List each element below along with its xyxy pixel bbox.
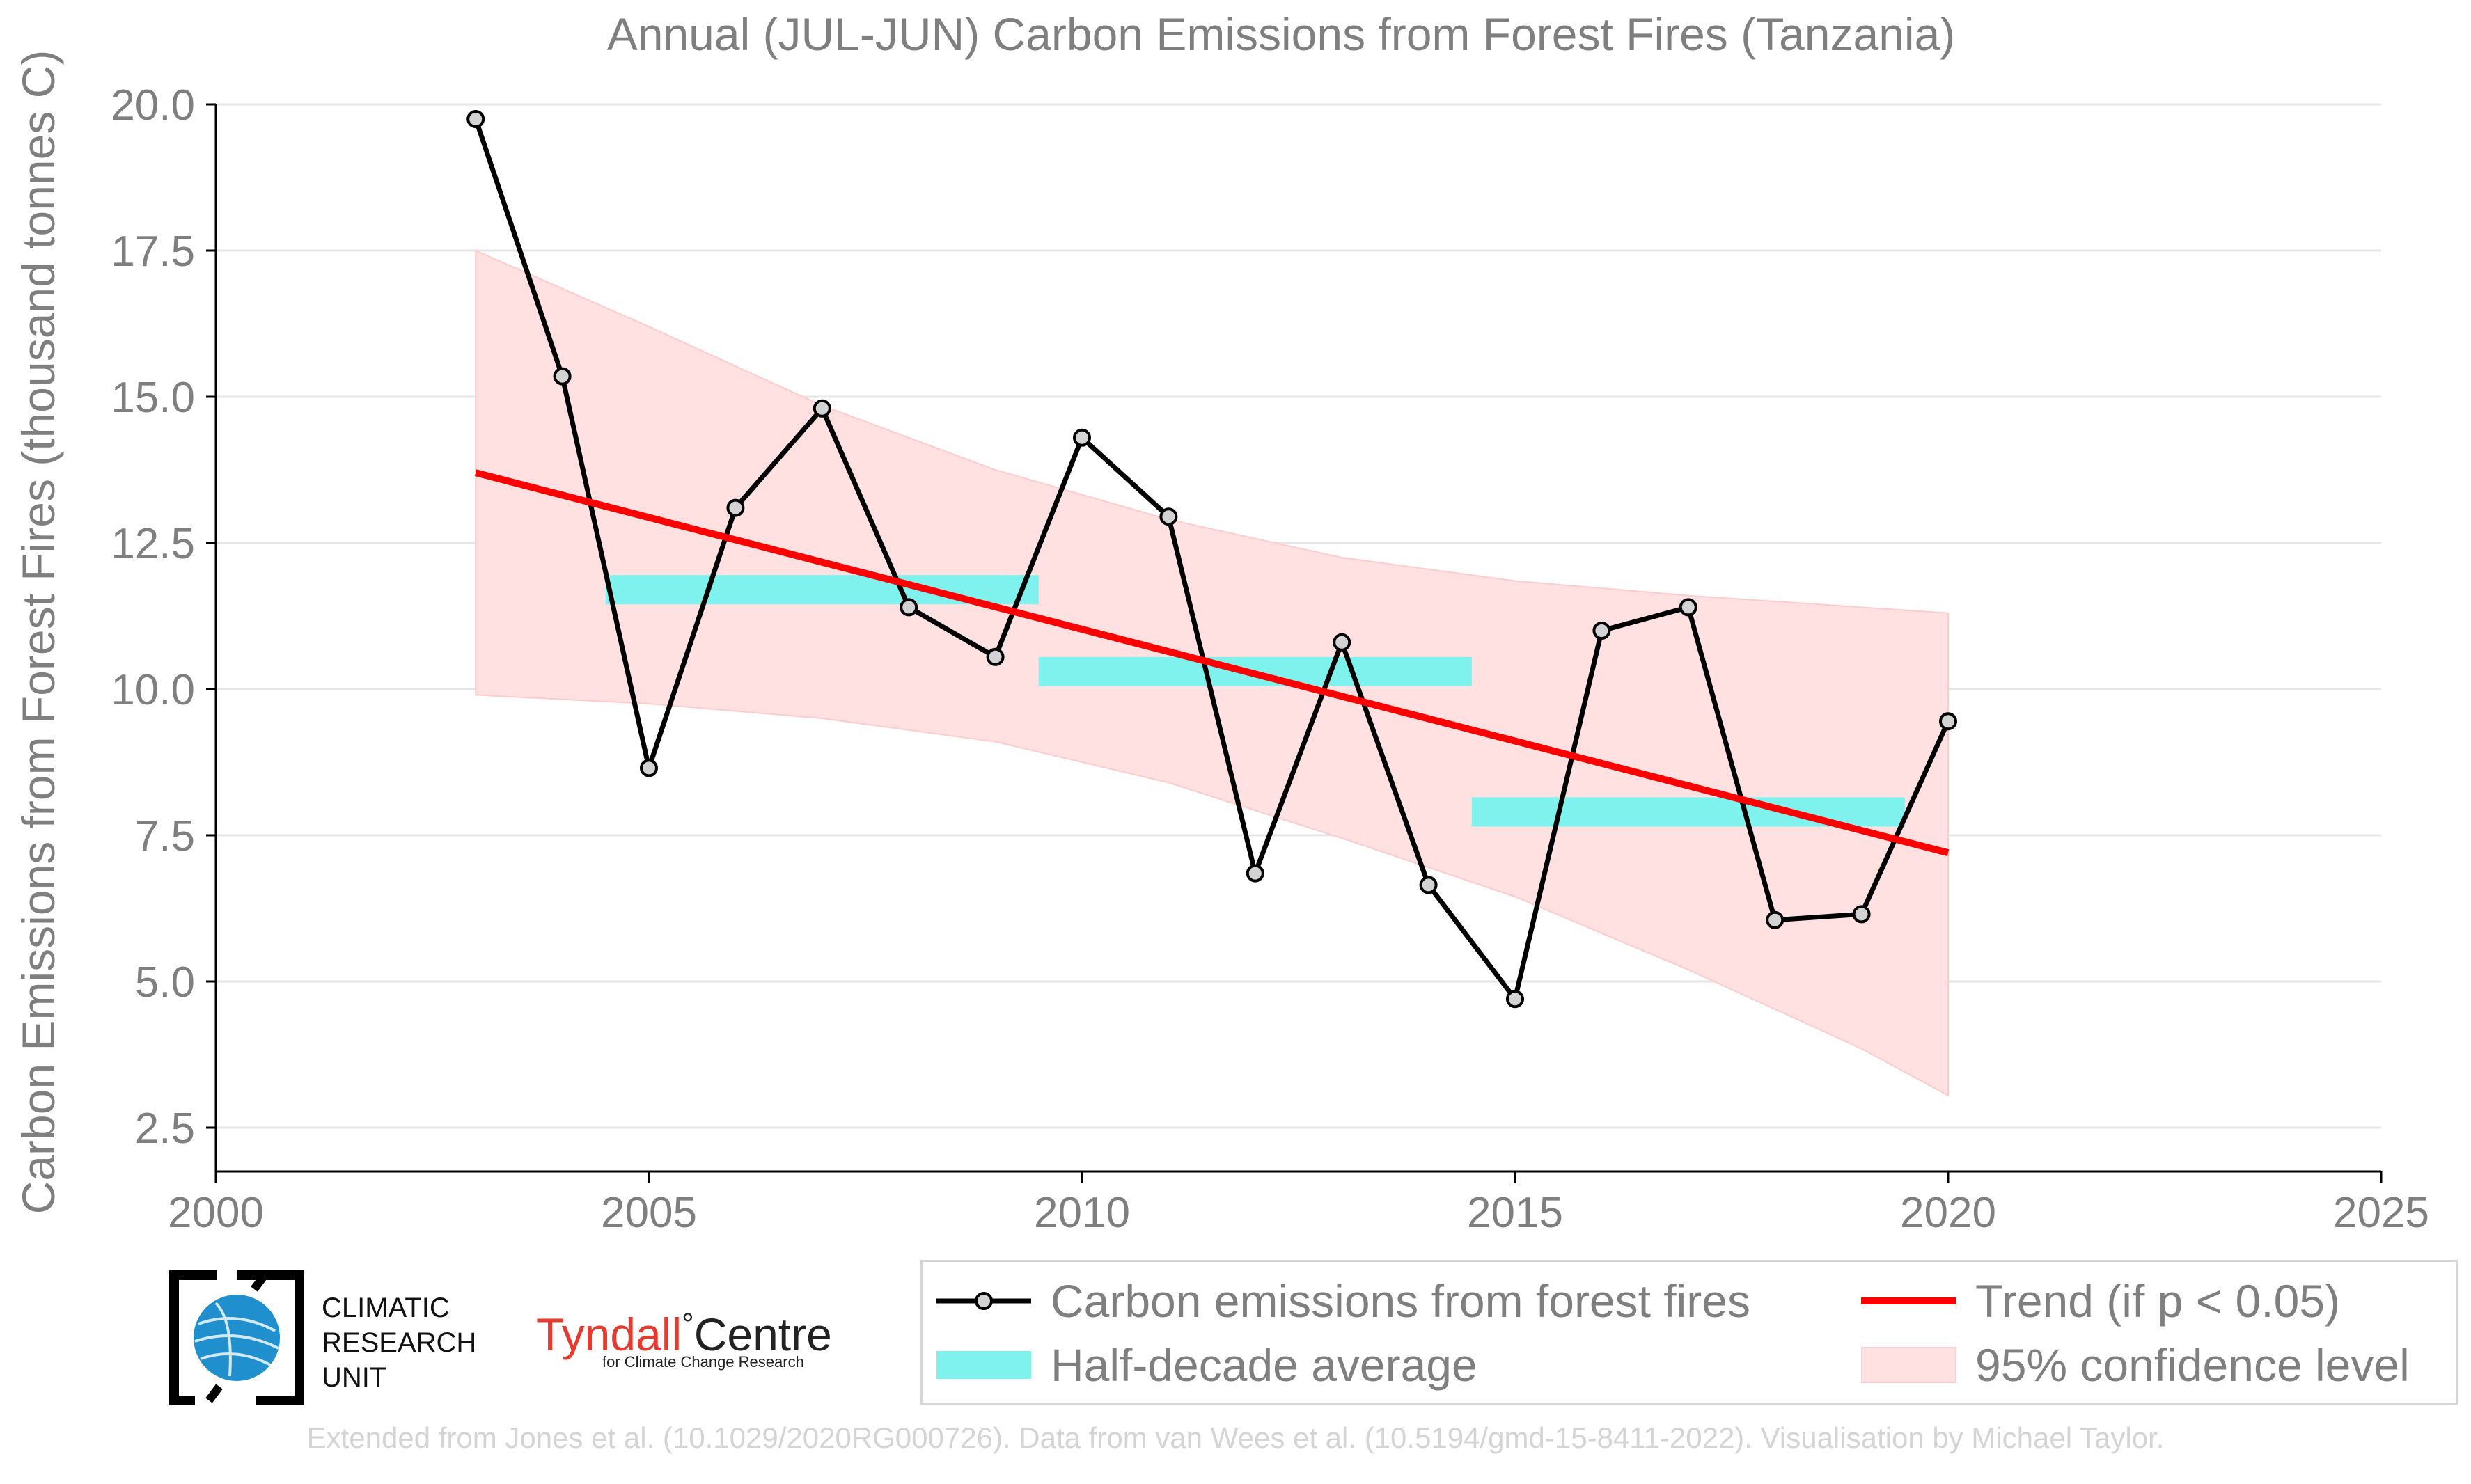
data-point: [1506, 990, 1524, 1009]
x-tick-label: 2020: [1900, 1189, 1996, 1237]
data-point: [1679, 598, 1697, 617]
legend-swatch-confidence: [1860, 1337, 1956, 1393]
y-axis-label: Carbon Emissions from Forest Fires (thou…: [13, 50, 64, 1215]
cru-globe-icon: [169, 1270, 304, 1405]
x-tick-label: 2015: [1467, 1189, 1563, 1237]
cru-line-3: UNIT: [322, 1362, 387, 1393]
data-point: [1592, 622, 1611, 640]
legend-label-trend: Trend (if p < 0.05): [1975, 1275, 2340, 1327]
series-layer: [473, 118, 1951, 1002]
axes: 2.5 5.0 7.5 10.0 12.5 15.0 17.5 20.0 2000 2005 201…: [111, 81, 2429, 1237]
data-point: [1766, 910, 1784, 929]
data-point: [1419, 876, 1438, 894]
legend-item-confidence: 95% confidence level: [1860, 1337, 2410, 1393]
y-tick-label: 15.0: [111, 374, 195, 422]
data-point: [1333, 633, 1351, 652]
footer-credit: Extended from Jones et al. (10.1029/2020…: [306, 1421, 2165, 1454]
y-tick-label: 2.5: [135, 1105, 195, 1153]
legend-label-half-decade: Half-decade average: [1051, 1339, 1477, 1391]
data-point: [726, 498, 745, 517]
data-point: [553, 367, 572, 386]
cru-text: CLIMATIC RESEARCH UNIT: [322, 1290, 476, 1395]
legend-swatch-series: [936, 1273, 1031, 1329]
legend: Carbon emissions from forest fires Half-…: [920, 1260, 2458, 1405]
trend-line: [474, 469, 1950, 857]
trend-layer: [466, 110, 1957, 1009]
x-tick-label: 2010: [1034, 1189, 1130, 1237]
legend-item-trend: Trend (if p < 0.05): [1861, 1273, 2340, 1329]
data-point: [1073, 428, 1091, 447]
legend-label-confidence: 95% confidence level: [1975, 1339, 2410, 1391]
data-point: [1852, 905, 1871, 924]
y-tick-label: 5.0: [135, 958, 195, 1007]
tyndall-name: Tyndall: [536, 1309, 682, 1360]
x-tick-label: 2005: [601, 1189, 697, 1237]
cru-line-1: CLIMATIC: [322, 1293, 450, 1323]
series-line: [473, 118, 1951, 1002]
data-point: [986, 647, 1005, 666]
legend-label-series: Carbon emissions from forest fires: [1051, 1275, 1750, 1327]
cru-line-2: RESEARCH: [322, 1327, 477, 1358]
chart-title: Annual (JUL-JUN) Carbon Emissions from F…: [607, 8, 1956, 60]
data-point: [900, 598, 918, 617]
half-decade-layer: [605, 575, 1905, 827]
tyndall-subtitle: for Climate Change Research: [602, 1353, 804, 1371]
data-point: [813, 399, 831, 418]
data-point: [1246, 864, 1264, 883]
data-point: [466, 110, 485, 128]
legend-item-series: Carbon emissions from forest fires: [936, 1273, 1750, 1329]
legend-swatch-trend: [1861, 1273, 1956, 1329]
y-tick-label: 20.0: [111, 81, 195, 129]
legend-item-half-decade: Half-decade average: [936, 1337, 1477, 1393]
tyndall-wordmark: Tyndall°Centre: [536, 1299, 832, 1360]
tyndall-centre: Centre: [693, 1309, 832, 1360]
y-tick-label: 10.0: [111, 666, 195, 714]
cru-logo: CLIMATIC RESEARCH UNIT: [167, 1268, 494, 1407]
data-point: [640, 759, 658, 777]
tyndall-logo: Tyndall°Centre for Climate Change Resear…: [536, 1299, 832, 1382]
y-tick-label: 12.5: [111, 520, 195, 568]
x-tick-label: 2025: [2333, 1189, 2429, 1237]
data-point: [1939, 712, 1957, 731]
x-tick-label: 2000: [168, 1189, 264, 1237]
y-tick-label: 17.5: [111, 228, 195, 276]
legend-swatch-half-decade: [936, 1337, 1031, 1393]
data-point: [1159, 507, 1178, 526]
tyndall-degree: °: [682, 1307, 694, 1341]
y-tick-label: 7.5: [135, 812, 195, 860]
